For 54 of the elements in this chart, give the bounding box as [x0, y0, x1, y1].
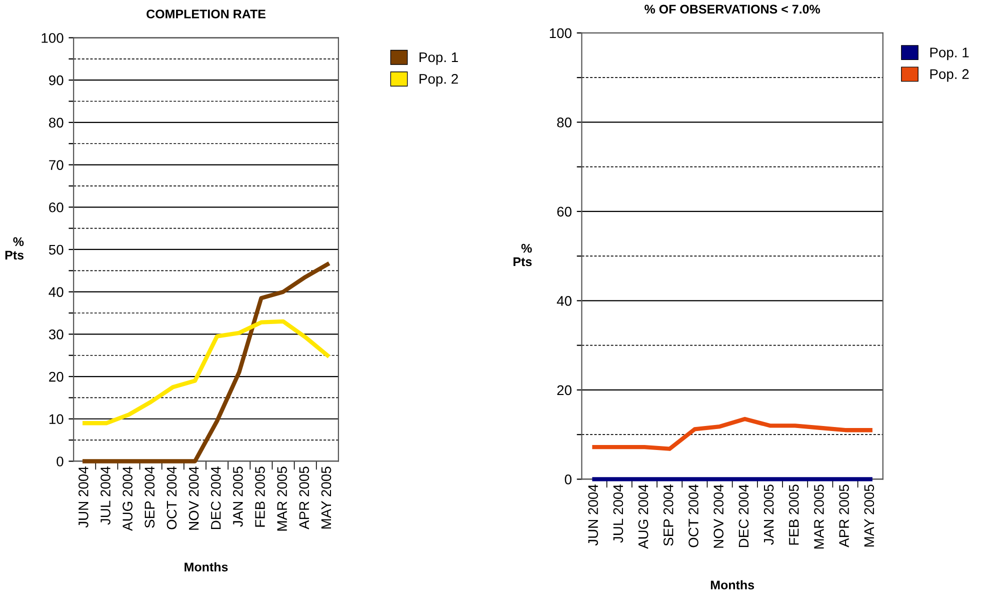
y-tick-label: 20 — [557, 385, 572, 396]
legend-label: Pop. 2 — [420, 74, 458, 87]
y-tick-label: 60 — [557, 206, 572, 217]
y-tick-label: 80 — [49, 118, 64, 128]
x-tick-label: OCT 2004 — [166, 466, 177, 530]
x-tick-label: MAR 2005 — [814, 484, 824, 549]
legend-label: Pop. 2 — [930, 69, 969, 82]
chart-title: COMPLETION RATE — [146, 10, 266, 18]
line-series — [82, 262, 330, 464]
x-tick-label: SEP 2004 — [663, 484, 674, 546]
x-tick-label: AUG 2004 — [122, 466, 132, 531]
x-tick-label: MAY 2005 — [864, 484, 874, 547]
x-tick-label: DEC 2004 — [210, 466, 221, 530]
chart-title: % OF OBSERVATIONS < 7.0% — [644, 4, 820, 14]
x-tick-label: JUL 2004 — [613, 484, 624, 543]
x-tick-label: FEB 2005 — [255, 466, 265, 527]
line-series — [592, 416, 872, 451]
y-tick-label: 100 — [550, 28, 572, 38]
legend-label: Pop. 1 — [930, 48, 969, 60]
y-tick-label: 30 — [48, 330, 64, 340]
y-tick-label: 100 — [42, 33, 64, 43]
y-tick-label: 0 — [56, 456, 64, 466]
y-tick-label: 70 — [49, 160, 64, 170]
y-tick-label: 60 — [49, 202, 64, 212]
x-tick-label: NOV 2004 — [714, 484, 724, 548]
x-tick-label: FEB 2005 — [788, 484, 799, 545]
line-series — [82, 319, 330, 426]
x-tick-label: DEC 2004 — [738, 484, 749, 547]
y-axis-title: % Pts — [5, 237, 24, 260]
y-axis-title: % Pts — [514, 244, 532, 266]
x-tick-label: SEP 2004 — [144, 466, 155, 528]
y-tick-label: 40 — [556, 296, 572, 306]
y-tick-label: 10 — [49, 414, 64, 424]
x-tick-label: APR 2005 — [299, 466, 310, 530]
x-tick-label: APR 2005 — [839, 484, 849, 548]
y-tick-label: 20 — [49, 372, 64, 382]
x-tick-label: JUN 2004 — [78, 466, 88, 528]
x-tick-label: JAN 2005 — [764, 484, 774, 545]
y-tick-label: 0 — [564, 474, 572, 484]
x-tick-label: JUN 2004 — [588, 484, 598, 546]
x-tick-label: MAR 2005 — [277, 466, 287, 531]
y-tick-label: 40 — [48, 287, 64, 297]
x-axis-title: Months — [184, 562, 228, 572]
y-tick-label: 80 — [557, 118, 572, 128]
legend-label: Pop. 1 — [420, 52, 458, 65]
x-tick-label: JUL 2004 — [100, 466, 110, 525]
x-tick-label: MAY 2005 — [321, 466, 332, 529]
x-tick-label: NOV 2004 — [188, 466, 199, 530]
x-tick-label: AUG 2004 — [638, 484, 648, 549]
x-axis-title: Months — [710, 580, 754, 590]
y-tick-label: 50 — [48, 244, 64, 255]
y-tick-label: 90 — [49, 75, 64, 86]
x-tick-label: OCT 2004 — [688, 484, 698, 548]
x-tick-label: JAN 2005 — [233, 466, 243, 527]
